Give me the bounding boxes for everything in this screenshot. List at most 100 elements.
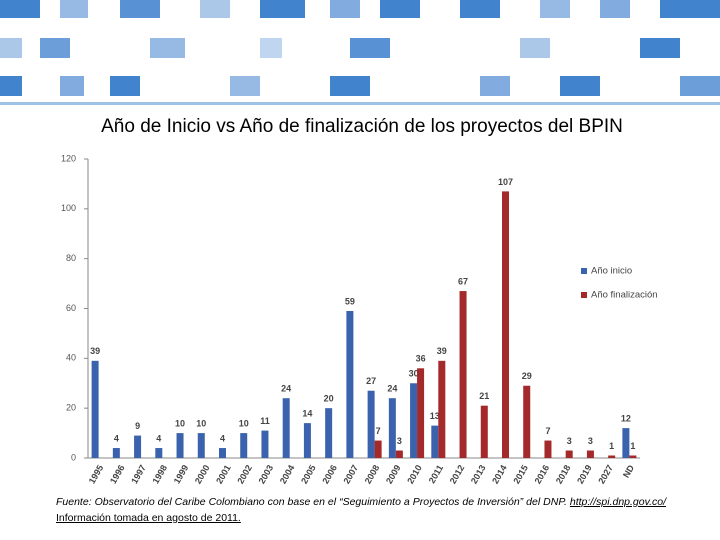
bar: [410, 383, 418, 458]
y-tick-label: 100: [61, 203, 76, 213]
source: Fuente: Observatorio del Caribe Colombia…: [56, 496, 567, 508]
y-tick-label: 60: [66, 303, 76, 313]
x-tick-label: 2011: [427, 463, 445, 485]
value-label: 1: [630, 441, 635, 451]
value-label: 10: [175, 418, 185, 428]
y-tick-label: 0: [71, 452, 76, 462]
x-tick-label: 2014: [490, 463, 509, 485]
bar: [502, 191, 510, 458]
x-tick-label: 2027: [596, 463, 615, 485]
bar: [622, 428, 630, 458]
x-tick-label: 2019: [575, 463, 594, 485]
x-tick-label: 2010: [405, 463, 424, 485]
value-label: 13: [430, 411, 440, 421]
x-tick-label: 2004: [278, 463, 297, 485]
bar: [176, 433, 184, 458]
bar: [480, 405, 488, 458]
x-tick-label: 2013: [469, 463, 488, 485]
value-label: 24: [281, 384, 291, 394]
value-label: 67: [458, 276, 468, 286]
bar: [91, 360, 99, 458]
bar: [431, 425, 439, 458]
value-label: 4: [220, 433, 225, 443]
bar: [112, 448, 120, 458]
value-label: 3: [567, 436, 572, 446]
value-label: 39: [437, 346, 447, 356]
x-tick-label: 2007: [341, 463, 360, 485]
value-label: 11: [260, 416, 270, 426]
bar: [282, 398, 290, 458]
value-label: 12: [621, 413, 631, 423]
value-label: 4: [114, 433, 119, 443]
x-tick-label: 2000: [193, 463, 212, 485]
value-label: 107: [498, 177, 513, 187]
value-label: 10: [196, 418, 206, 428]
value-label: 3: [588, 436, 593, 446]
x-tick-label: 2006: [320, 463, 339, 485]
x-tick-label: 2008: [363, 463, 382, 485]
y-tick-label: 120: [61, 153, 76, 163]
x-tick-label: 1995: [87, 463, 106, 485]
value-label: 39: [90, 346, 100, 356]
value-label: 7: [545, 426, 550, 436]
value-label: 20: [324, 394, 334, 404]
bar: [586, 450, 594, 458]
bar: [608, 455, 616, 458]
bar: [374, 440, 382, 458]
legend-label: Año inicio: [591, 266, 632, 277]
value-label: 9: [135, 421, 140, 431]
bar: [565, 450, 573, 458]
bar: [155, 448, 163, 458]
legend-swatch: [581, 292, 587, 298]
value-label: 10: [239, 418, 249, 428]
x-tick-label: 1998: [150, 463, 169, 485]
header-decoration: [0, 0, 720, 105]
y-tick-label: 40: [66, 353, 76, 363]
x-tick-label: 2009: [384, 463, 403, 485]
bar: [367, 390, 375, 458]
x-tick-label: 1999: [172, 463, 191, 485]
x-tick-label: 2016: [533, 463, 552, 485]
value-label: 59: [345, 296, 355, 306]
source-date: Información tomada en agosto de 2011.: [56, 512, 241, 524]
bar: [134, 435, 142, 458]
value-label: 24: [387, 384, 397, 394]
chart-title: Año de Inicio vs Año de finalización de …: [101, 116, 623, 137]
legend-label: Año finalización: [591, 290, 658, 301]
bar: [417, 368, 425, 458]
x-tick-label: 2002: [235, 463, 254, 485]
value-label: 21: [479, 391, 489, 401]
x-tick-label: 2015: [511, 463, 530, 485]
x-tick-label: ND: [621, 463, 636, 480]
bar: [388, 398, 396, 458]
bar: [325, 408, 333, 458]
x-tick-label: 2018: [554, 463, 573, 485]
x-tick-label: 1996: [108, 463, 127, 485]
bar: [544, 440, 552, 458]
bar: [523, 385, 531, 458]
bar: [261, 430, 269, 458]
value-label: 3: [397, 436, 402, 446]
bar: [346, 310, 354, 458]
y-tick-label: 20: [66, 403, 76, 413]
legend-swatch: [581, 268, 587, 274]
y-tick-label: 80: [66, 253, 76, 263]
bar: [459, 291, 467, 458]
bar: [438, 360, 446, 458]
bar: [218, 448, 226, 458]
bar: [197, 433, 205, 458]
bar: [303, 423, 311, 458]
source-link[interactable]: http://spi.dnp.gov.co/: [569, 496, 666, 508]
bar: [629, 455, 637, 458]
value-label: 14: [302, 408, 312, 418]
value-label: 36: [416, 354, 426, 364]
source-note: Fuente: Observatorio del Caribe Colombia…: [56, 494, 666, 526]
value-label: 4: [156, 433, 161, 443]
value-label: 7: [376, 426, 381, 436]
x-tick-label: 2001: [214, 463, 233, 485]
bar: [395, 450, 403, 458]
x-tick-label: 2003: [257, 463, 276, 485]
x-tick-label: 2012: [448, 463, 467, 485]
